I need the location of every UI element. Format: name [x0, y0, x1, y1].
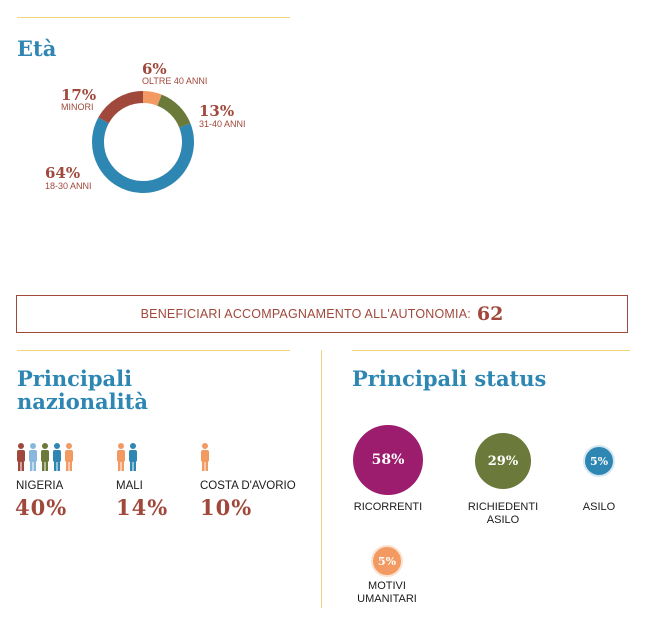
- age-donut-chart: [92, 91, 194, 193]
- status-label-richiedenti-asilo-line1: RICHIEDENTI: [467, 501, 539, 513]
- age-label-over40: OLTRE 40 ANNI: [142, 76, 208, 86]
- mali-people-icons: [116, 442, 140, 477]
- nationality-name-mali: MALI: [116, 480, 143, 492]
- person-icon: [117, 443, 137, 471]
- age-label-minori: MINORI: [61, 102, 94, 112]
- nationality-title-line2: nazionalità: [17, 389, 148, 414]
- age-label-31-40: 31-40 ANNI: [199, 119, 246, 129]
- donut-slice-31-40-anni: [157, 94, 191, 128]
- nationality-pct-mali: 14%: [116, 495, 169, 520]
- status-label-ricorrenti: RICORRENTI: [348, 501, 428, 514]
- donut-slice-18-30-anni: [92, 117, 194, 193]
- nationality-name-costa-davorio: COSTA D'AVORIO: [200, 480, 296, 492]
- status-label-richiedenti-asilo-line2: ASILO: [486, 514, 520, 526]
- age-pct-18-30: 64%: [45, 164, 81, 182]
- banner-number: 62: [476, 303, 504, 325]
- status-label-ricorrenti-line1: RICORRENTI: [353, 501, 423, 513]
- beneficiaries-banner: BENEFICIARI ACCOMPAGNAMENTO ALL'AUTONOMI…: [16, 295, 628, 333]
- person-icon: [201, 443, 209, 471]
- nationality-pct-nigeria: 40%: [15, 495, 68, 520]
- age-title: Età: [17, 36, 57, 61]
- nigeria-people-icons: [16, 442, 78, 477]
- status-label-asilo-line1: ASILO: [582, 501, 616, 513]
- person-icon: [17, 443, 73, 471]
- nationality-title-line1: Principali: [17, 366, 133, 391]
- status-label-richiedenti-asilo: RICHIEDENTI ASILO: [458, 501, 548, 527]
- status-pct-motivi-umanitari: 5%: [377, 554, 397, 568]
- status-pct-richiedenti-asilo: 29%: [487, 453, 519, 469]
- status-bubble-richiedenti-asilo: 29%: [475, 433, 531, 489]
- costa-davorio-people-icons: [200, 442, 212, 477]
- nationality-divider: [17, 350, 290, 351]
- status-label-asilo: ASILO: [574, 501, 624, 514]
- status-title: Principali status: [352, 366, 547, 391]
- nationality-pct-costa-davorio: 10%: [200, 495, 253, 520]
- status-label-motivi-umanitari: MOTIVI UMANITARI: [347, 580, 427, 606]
- column-divider: [321, 350, 322, 608]
- age-pct-over40: 6%: [142, 60, 167, 78]
- status-bubble-ricorrenti: 58%: [353, 425, 423, 495]
- donut-slice-oltre-40-anni: [142, 91, 162, 106]
- donut-slice-minori: [98, 91, 144, 124]
- age-pct-minori: 17%: [61, 86, 97, 104]
- top-divider: [17, 17, 290, 18]
- nationality-name-nigeria: NIGERIA: [16, 480, 64, 492]
- age-pct-31-40: 13%: [199, 102, 235, 120]
- banner-text: BENEFICIARI ACCOMPAGNAMENTO ALL'AUTONOMI…: [140, 307, 471, 321]
- status-label-motivi-umanitari-line2: UMANITARI: [357, 593, 417, 605]
- status-bubble-motivi-umanitari: 5%: [371, 545, 403, 577]
- age-label-18-30: 18-30 ANNI: [45, 181, 92, 191]
- status-divider: [352, 350, 630, 351]
- status-bubble-asilo: 5%: [583, 445, 615, 477]
- status-label-motivi-umanitari-line1: MOTIVI: [368, 580, 406, 592]
- status-pct-asilo: 5%: [589, 454, 609, 468]
- status-pct-ricorrenti: 58%: [371, 452, 405, 468]
